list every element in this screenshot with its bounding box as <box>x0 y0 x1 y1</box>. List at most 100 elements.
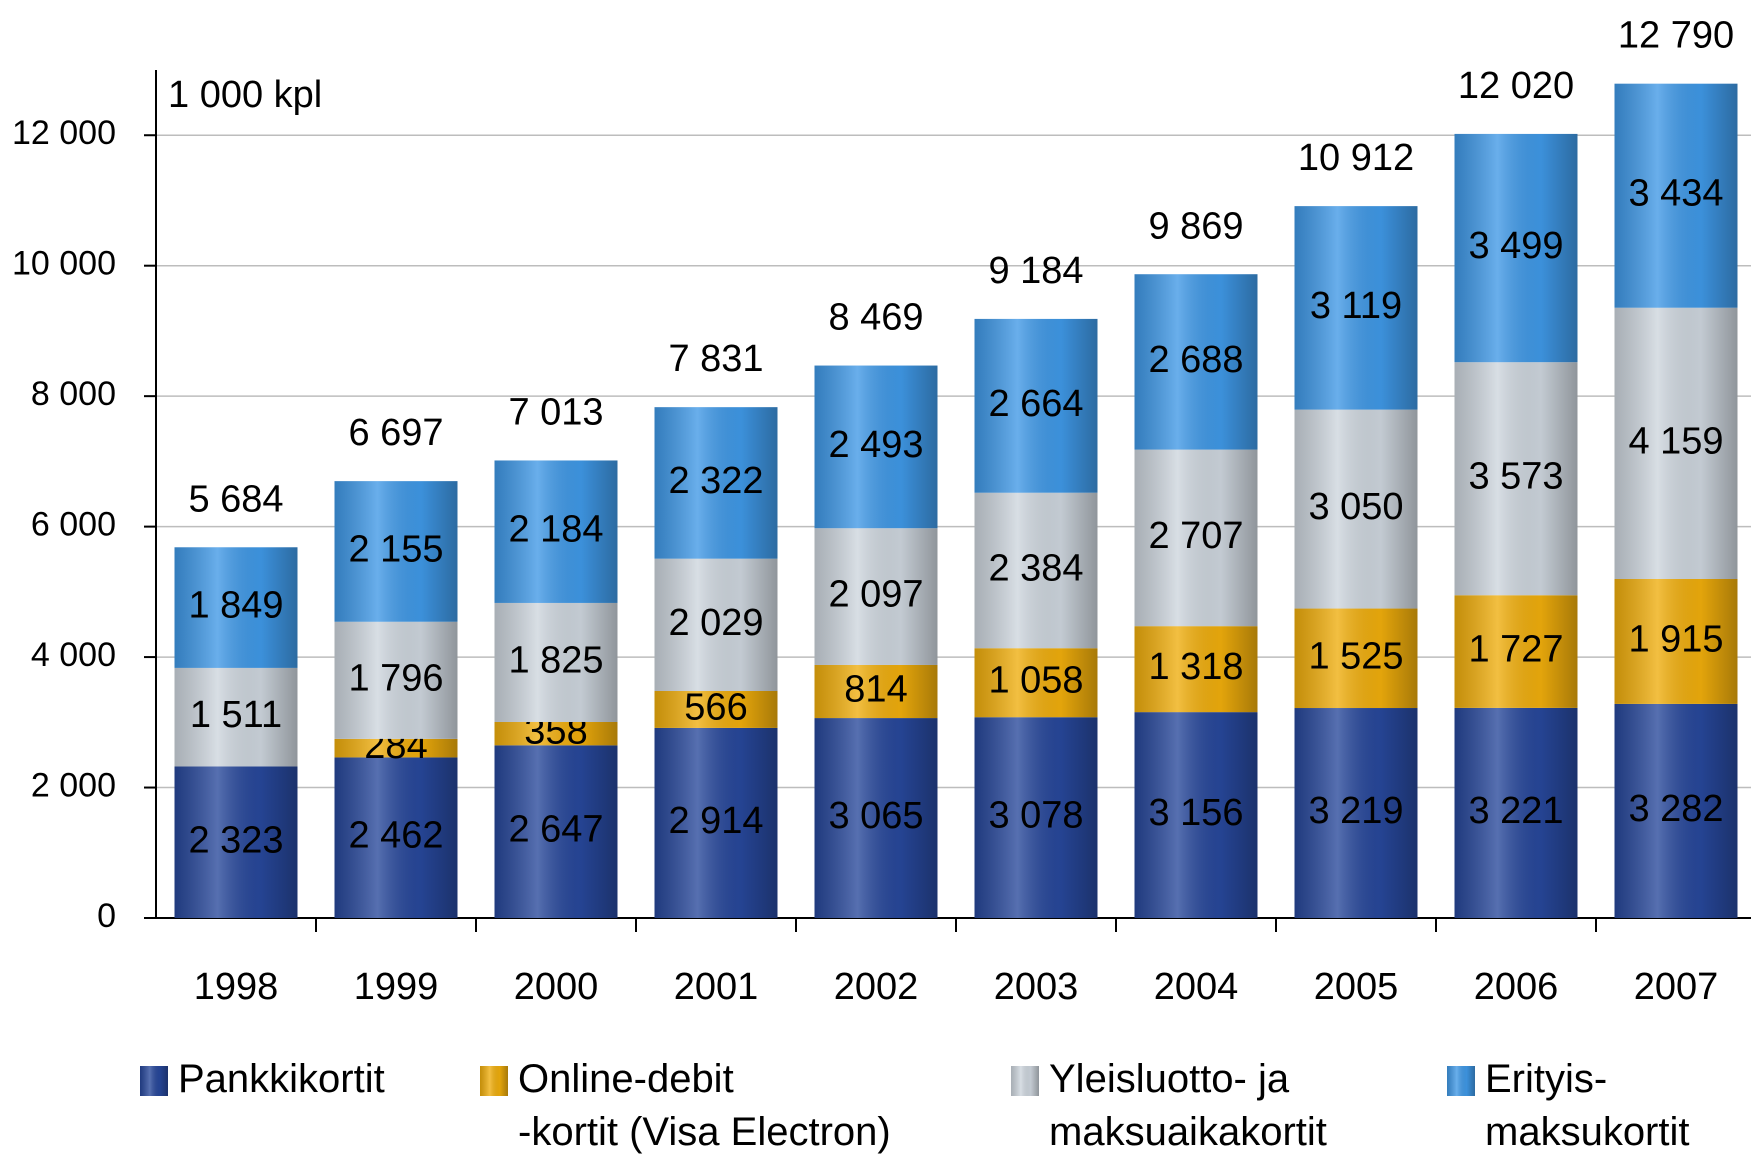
x-tick-label: 1998 <box>194 966 279 1008</box>
bar-shade <box>1134 449 1258 627</box>
total-label: 12 020 <box>1458 65 1574 107</box>
data-label: 1 525 <box>1308 635 1403 677</box>
total-label: 10 912 <box>1298 137 1414 179</box>
data-label: 3 065 <box>828 795 923 837</box>
x-tick-label: 2007 <box>1634 966 1719 1008</box>
legend-label: Erityis-maksukortit <box>1485 1057 1690 1154</box>
total-label: 7 831 <box>668 338 763 380</box>
data-label: 2 029 <box>668 602 763 644</box>
bar-shade <box>494 721 618 746</box>
data-label: 2 688 <box>1148 339 1243 381</box>
data-label: 1 318 <box>1148 646 1243 688</box>
total-label: 6 697 <box>348 412 443 454</box>
y-tick-label: 0 <box>97 897 116 935</box>
unit-label: 1 000 kpl <box>168 74 322 116</box>
data-label: 3 221 <box>1468 790 1563 832</box>
legend-label-line: Yleisluotto- ja <box>1049 1057 1290 1101</box>
bar-shade <box>1134 274 1258 450</box>
bar-shade <box>1454 595 1578 708</box>
data-label: 2 097 <box>828 574 923 616</box>
x-tick-label: 1999 <box>354 966 439 1008</box>
bar-shade <box>814 528 938 665</box>
legend-label-line: maksuaikakortit <box>1049 1110 1327 1154</box>
legend-swatch-shade <box>1447 1066 1475 1096</box>
total-label: 7 013 <box>508 392 603 434</box>
legend-label-line: -kortit (Visa Electron) <box>518 1110 891 1154</box>
bar-shade <box>1614 703 1738 918</box>
bar-shade <box>654 558 778 691</box>
bar-shade <box>334 738 458 758</box>
data-label: 1 915 <box>1628 618 1723 660</box>
data-label: 2 384 <box>988 547 1083 589</box>
total-label: 5 684 <box>188 478 283 520</box>
bar-shade <box>1614 307 1738 579</box>
data-label: 3 219 <box>1308 790 1403 832</box>
bar-shade <box>1294 708 1418 918</box>
legend-label-line: Online-debit <box>518 1057 734 1101</box>
data-label: 3 156 <box>1148 792 1243 834</box>
bar-shade <box>974 492 1098 649</box>
data-label: 2 493 <box>828 424 923 466</box>
data-label: 2 647 <box>508 809 603 851</box>
total-label: 12 790 <box>1618 15 1734 57</box>
bar-shade <box>1134 626 1258 713</box>
data-label: 2 155 <box>348 528 443 570</box>
data-label: 2 707 <box>1148 515 1243 557</box>
bar-shade <box>974 318 1098 493</box>
legend-label: Online-debit -kortit (Visa Electron) <box>518 1057 891 1154</box>
bar-shade <box>1614 83 1738 308</box>
data-label: 566 <box>684 686 747 728</box>
bar-shade <box>334 481 458 622</box>
data-label: 3 282 <box>1628 788 1723 830</box>
bar-shade <box>654 407 778 559</box>
bar-shade <box>1454 707 1578 918</box>
x-tick-label: 2005 <box>1314 966 1399 1008</box>
y-tick-label: 2 000 <box>31 767 116 805</box>
data-label: 2 184 <box>508 509 603 551</box>
bar-shade <box>1454 362 1578 596</box>
legend-swatch-shade <box>1011 1066 1039 1096</box>
data-label: 3 434 <box>1628 173 1723 215</box>
bar-shade <box>814 365 938 529</box>
data-label: 2 323 <box>188 819 283 861</box>
bar-shade <box>814 718 938 918</box>
bar-shade <box>654 690 778 728</box>
legend-label-line: Pankkikortit <box>178 1057 385 1101</box>
bar-shade <box>814 664 938 719</box>
bar-shade <box>494 460 618 603</box>
bar-shade <box>494 745 618 918</box>
legend-label-line: maksukortit <box>1485 1110 1690 1154</box>
data-label: 1 727 <box>1468 629 1563 671</box>
bar-shade <box>174 547 298 668</box>
data-label: 2 322 <box>668 460 763 502</box>
data-label: 3 499 <box>1468 225 1563 267</box>
bar-shade <box>334 621 458 739</box>
data-label: 1 825 <box>508 639 603 681</box>
bar-shade <box>1294 608 1418 709</box>
total-label: 9 869 <box>1148 205 1243 247</box>
bar-shade <box>1294 206 1418 410</box>
x-tick-label: 2001 <box>674 966 759 1008</box>
data-label: 3 573 <box>1468 456 1563 498</box>
data-label: 2 914 <box>668 800 763 842</box>
bar-shade <box>1614 578 1738 704</box>
legend-swatch-shade <box>140 1066 168 1096</box>
data-label: 1 058 <box>988 660 1083 702</box>
data-label: 1 796 <box>348 657 443 699</box>
legend-label: Yleisluotto- ja maksuaikakortit <box>1049 1057 1327 1154</box>
legend-swatch-shade <box>480 1066 508 1096</box>
y-tick-label: 8 000 <box>31 375 116 413</box>
data-label: 4 159 <box>1628 420 1723 462</box>
bar-shade <box>654 727 778 918</box>
total-label: 8 469 <box>828 297 923 339</box>
x-tick-label: 2000 <box>514 966 599 1008</box>
data-label: 2 664 <box>988 383 1083 425</box>
bar-shade <box>974 648 1098 718</box>
bar-shade <box>1134 712 1258 918</box>
y-tick-label: 4 000 <box>31 636 116 674</box>
bar-shade <box>334 757 458 918</box>
bar-shade <box>1294 409 1418 609</box>
data-label: 3 119 <box>1310 285 1402 327</box>
